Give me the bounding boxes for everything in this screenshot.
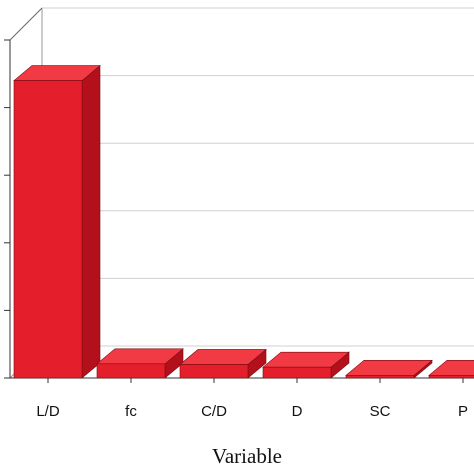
x-tick-label: C/D xyxy=(201,403,227,420)
bar-side xyxy=(81,64,101,379)
x-tick-label: fc xyxy=(125,403,137,420)
bar-top xyxy=(428,359,474,376)
wall-top-edge xyxy=(9,7,43,41)
bar-front xyxy=(345,374,415,379)
x-tick-label: D xyxy=(292,403,303,420)
bar xyxy=(345,359,433,379)
bar-front xyxy=(13,80,83,379)
x-tick-label: P xyxy=(458,403,468,420)
bar xyxy=(13,64,101,379)
x-tick-label: L/D xyxy=(36,403,60,420)
bar xyxy=(179,348,267,379)
bar-front xyxy=(179,364,249,379)
bar xyxy=(262,351,350,379)
bar xyxy=(96,348,184,379)
bar-front xyxy=(96,363,166,379)
bar xyxy=(428,359,474,379)
x-axis-title: Variable xyxy=(212,444,282,468)
bar-front xyxy=(428,374,474,379)
bar-front xyxy=(262,366,332,379)
x-tick-label: SC xyxy=(370,403,391,420)
